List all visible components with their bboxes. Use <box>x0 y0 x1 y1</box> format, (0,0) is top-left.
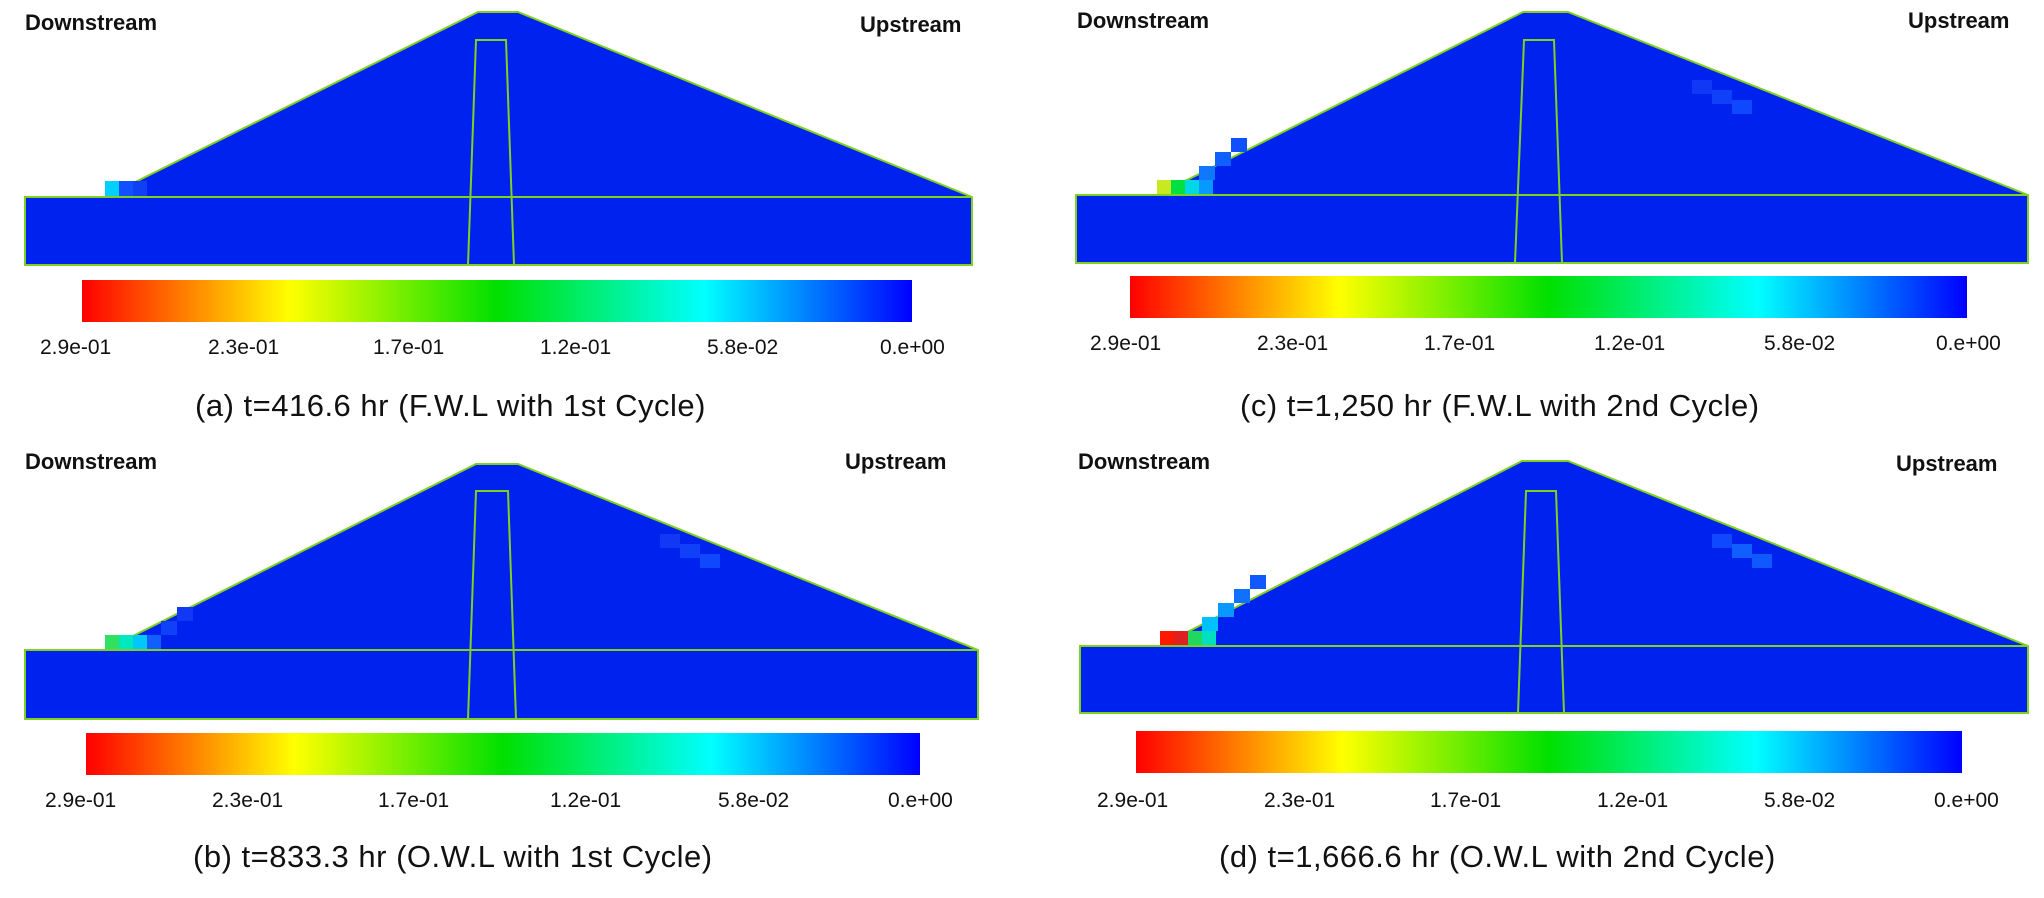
seepage-cell <box>1199 166 1215 180</box>
seepage-cell <box>119 635 133 650</box>
colorbar-tick: 2.3e-01 <box>1257 332 1329 355</box>
colorbar-tick: 5.8e-02 <box>707 336 779 359</box>
colorbar-tick: 2.3e-01 <box>208 336 280 359</box>
dam-contour-c <box>1075 11 2029 264</box>
upstream-label: Upstream <box>845 449 947 474</box>
colorbar-tick: 1.7e-01 <box>373 336 445 359</box>
downstream-label: Downstream <box>25 449 158 474</box>
seepage-cell <box>660 534 680 548</box>
colorbar-tick: 0.e+00 <box>888 789 953 812</box>
seepage-cell <box>133 181 147 197</box>
seepage-cell <box>105 181 119 197</box>
seepage-cell <box>1234 589 1250 603</box>
core-zone <box>1513 39 1564 264</box>
caption: (c) t=1,250 hr (F.W.L with 2nd Cycle) <box>1240 388 1760 423</box>
seepage-cell <box>1712 90 1732 104</box>
colorbar <box>1130 276 1967 318</box>
panel-c: Downstream Upstream 2.9e-01 2.3e-01 1.7e… <box>1022 0 2044 449</box>
seepage-cell <box>147 635 161 650</box>
seepage-cell <box>1732 544 1752 558</box>
colorbar <box>82 280 912 322</box>
colorbar-tick: 1.7e-01 <box>1430 789 1502 812</box>
seepage-cell <box>1157 180 1171 195</box>
colorbar-tick: 0.e+00 <box>1936 332 2001 355</box>
seepage-cell <box>1218 603 1234 617</box>
downstream-label: Downstream <box>1077 8 1210 33</box>
seepage-cell <box>1752 554 1772 568</box>
colorbar-tick: 2.9e-01 <box>1097 789 1169 812</box>
seepage-cell <box>105 635 119 650</box>
seepage-cell <box>1171 180 1185 195</box>
seepage-cell <box>177 607 193 621</box>
downstream-label: Downstream <box>1078 449 1211 474</box>
seepage-cell <box>1202 631 1216 646</box>
seepage-cell <box>700 554 720 568</box>
caption: (b) t=833.3 hr (O.W.L with 1st Cycle) <box>193 839 713 874</box>
seepage-cell <box>1692 80 1712 94</box>
colorbar-tick: 1.7e-01 <box>1424 332 1496 355</box>
panel-a: Downstream Upstream 2.9e-01 2.3e-01 1.7e… <box>0 0 1022 449</box>
panel-b: Downstream Upstream 2.9e-01 2.3e-01 1.7e… <box>0 449 1022 898</box>
seepage-cell <box>1202 617 1218 631</box>
colorbar <box>1136 731 1962 773</box>
core-zone <box>466 39 516 266</box>
colorbar <box>86 733 920 775</box>
core-zone <box>1516 490 1566 714</box>
seepage-cell <box>1215 152 1231 166</box>
caption: (a) t=416.6 hr (F.W.L with 1st Cycle) <box>195 388 706 423</box>
colorbar-tick: 1.2e-01 <box>1594 332 1666 355</box>
colorbar-tick: 2.3e-01 <box>212 789 284 812</box>
seepage-cell <box>161 621 177 635</box>
colorbar-tick: 5.8e-02 <box>1764 332 1836 355</box>
seepage-cell <box>680 544 700 558</box>
seepage-cell <box>1250 575 1266 589</box>
seepage-cell <box>1160 631 1174 646</box>
colorbar-tick: 2.9e-01 <box>1090 332 1162 355</box>
seepage-cell <box>1732 100 1752 114</box>
colorbar-tick: 5.8e-02 <box>718 789 790 812</box>
seepage-cell <box>1231 138 1247 152</box>
colorbar-tick: 2.3e-01 <box>1264 789 1336 812</box>
seepage-cell <box>119 181 133 197</box>
dam-contour-d <box>1079 460 2029 714</box>
colorbar-tick: 2.9e-01 <box>40 336 112 359</box>
seepage-cell <box>133 635 147 650</box>
seepage-cell <box>1188 631 1202 646</box>
seepage-cell <box>1712 534 1732 548</box>
colorbar-tick: 0.e+00 <box>1934 789 1999 812</box>
colorbar-tick: 1.2e-01 <box>1597 789 1669 812</box>
colorbar-tick: 1.2e-01 <box>550 789 622 812</box>
colorbar-tick: 2.9e-01 <box>45 789 117 812</box>
seepage-cell <box>1199 180 1213 195</box>
panel-d: Downstream Upstream 2.9e-01 2.3e-01 1.7e… <box>1022 449 2044 898</box>
seepage-cell <box>1174 631 1188 646</box>
dam-contour-a <box>24 11 973 266</box>
colorbar-tick: 1.2e-01 <box>540 336 612 359</box>
upstream-label: Upstream <box>1908 8 2010 33</box>
core-zone <box>466 490 518 720</box>
caption: (d) t=1,666.6 hr (O.W.L with 2nd Cycle) <box>1219 839 1776 874</box>
upstream-label: Upstream <box>1896 451 1998 476</box>
downstream-label: Downstream <box>25 10 158 35</box>
dam-contour-b <box>24 463 979 720</box>
colorbar-tick: 0.e+00 <box>880 336 945 359</box>
upstream-label: Upstream <box>860 12 962 37</box>
colorbar-tick: 5.8e-02 <box>1764 789 1836 812</box>
seepage-cell <box>1185 180 1199 195</box>
colorbar-tick: 1.7e-01 <box>378 789 450 812</box>
